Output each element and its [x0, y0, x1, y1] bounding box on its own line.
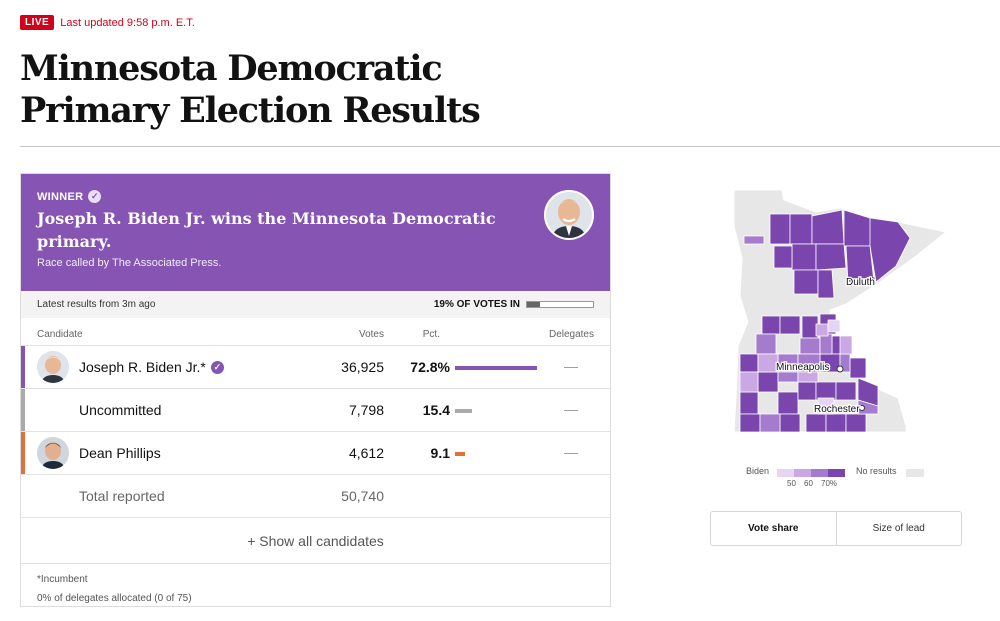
table-row: Joseph R. Biden Jr.* ✓ 36,925 72.8% —: [21, 345, 610, 388]
winner-title: Joseph R. Biden Jr. wins the Minnesota D…: [37, 209, 496, 251]
city-label-duluth: Duluth: [846, 277, 875, 288]
votes-in-indicator: 19% OF VOTES IN: [434, 299, 594, 310]
header-pct: Pct.: [422, 329, 440, 340]
avatar: [37, 351, 69, 383]
legend-tick: 50: [787, 479, 796, 488]
legend-scale: [777, 469, 845, 477]
avatar: [37, 437, 69, 469]
delegates-footnote: 0% of delegates allocated (0 of 75): [37, 593, 192, 604]
live-status-row: LIVE Last updated 9:58 p.m. E.T.: [20, 15, 195, 30]
live-badge: LIVE: [20, 15, 55, 30]
candidate-votes: 36,925: [341, 359, 384, 375]
legend-tick: 60: [804, 479, 813, 488]
incumbent-footnote: *Incumbent: [37, 574, 88, 585]
city-label-minneapolis: Minneapolis: [776, 362, 829, 373]
footnotes: *Incumbent 0% of delegates allocated (0 …: [21, 563, 610, 608]
city-label-rochester: Rochester: [814, 404, 860, 415]
winner-banner: WINNER ✓ Joseph R. Biden Jr. wins the Mi…: [21, 174, 610, 291]
candidate-delegates: —: [564, 401, 578, 417]
candidate-delegates: —: [564, 444, 578, 460]
county-map[interactable]: Duluth Minneapolis Rochester: [720, 186, 950, 438]
legend-no-results-label: No results: [856, 466, 897, 476]
legend-tick: 70%: [821, 479, 838, 488]
race-called-text: Race called by The Associated Press.: [37, 257, 222, 269]
candidate-name-text: Joseph R. Biden Jr.*: [79, 359, 206, 375]
total-label: Total reported: [79, 488, 165, 504]
candidate-votes: 7,798: [348, 402, 384, 418]
winner-label-text: WINNER: [37, 190, 84, 203]
map-mode-toggle: Vote share Size of lead: [710, 511, 962, 546]
candidate-name-text: Uncommitted: [79, 402, 162, 418]
city-markers: [836, 277, 875, 411]
vote-share-button[interactable]: Vote share: [711, 512, 837, 545]
pct-bar: [455, 409, 473, 413]
header-delegates: Delegates: [548, 329, 594, 340]
votes-in-text: 19% OF VOTES IN: [433, 299, 520, 310]
candidate-delegates: —: [564, 358, 578, 374]
candidate-name: Uncommitted: [79, 402, 161, 418]
results-card: WINNER ✓ Joseph R. Biden Jr. wins the Mi…: [20, 173, 611, 607]
header-candidate: Candidate: [37, 329, 83, 340]
check-icon: ✓: [88, 190, 102, 203]
legend-ticks: 50 60 70%: [787, 479, 838, 488]
candidate-name: Joseph R. Biden Jr.* ✓: [79, 359, 224, 375]
candidate-pct: 9.1: [430, 445, 450, 461]
status-bar: Latest results from 3m ago 19% OF VOTES …: [21, 291, 610, 318]
table-row: Uncommitted 7,798 15.4 —: [21, 388, 610, 431]
candidate-pct: 72.8%: [410, 359, 450, 375]
latest-results-text: Latest results from 3m ago: [37, 299, 156, 310]
progress-fill: [527, 302, 540, 307]
divider: [20, 146, 1000, 147]
legend-swatch: [794, 469, 811, 477]
candidate-votes: 4,612: [348, 445, 384, 461]
votes-in-progress: [526, 301, 594, 308]
candidate-color-stripe: [21, 346, 25, 388]
total-row: Total reported 50,740: [21, 474, 610, 517]
legend-swatch: [777, 469, 794, 477]
winner-avatar: [544, 190, 594, 240]
candidate-name-text: Dean Phillips: [79, 445, 161, 461]
size-of-lead-button[interactable]: Size of lead: [872, 523, 925, 534]
legend-swatch: [828, 469, 845, 477]
candidate-pct: 15.4: [422, 402, 450, 418]
page-title: Minnesota Democratic Primary Election Re…: [20, 48, 481, 131]
pct-bar: [455, 366, 538, 370]
check-icon: ✓: [210, 360, 224, 374]
show-all-candidates-button[interactable]: + Show all candidates: [21, 517, 610, 563]
legend-no-results-swatch: [906, 469, 924, 477]
legend-biden-label: Biden: [746, 466, 770, 476]
table-row: Dean Phillips 4,612 9.1 —: [21, 431, 610, 474]
candidate-color-stripe: [21, 432, 25, 474]
last-updated-text: Last updated 9:58 p.m. E.T.: [60, 16, 195, 29]
pct-bar: [455, 452, 466, 456]
candidate-color-stripe: [21, 389, 25, 431]
total-votes: 50,740: [341, 488, 384, 504]
winner-label: WINNER ✓: [37, 190, 594, 203]
candidate-name: Dean Phillips: [79, 445, 161, 461]
legend-swatch: [811, 469, 828, 477]
header-votes: Votes: [358, 329, 384, 340]
table-header: Candidate Votes Pct. Delegates: [21, 318, 610, 345]
